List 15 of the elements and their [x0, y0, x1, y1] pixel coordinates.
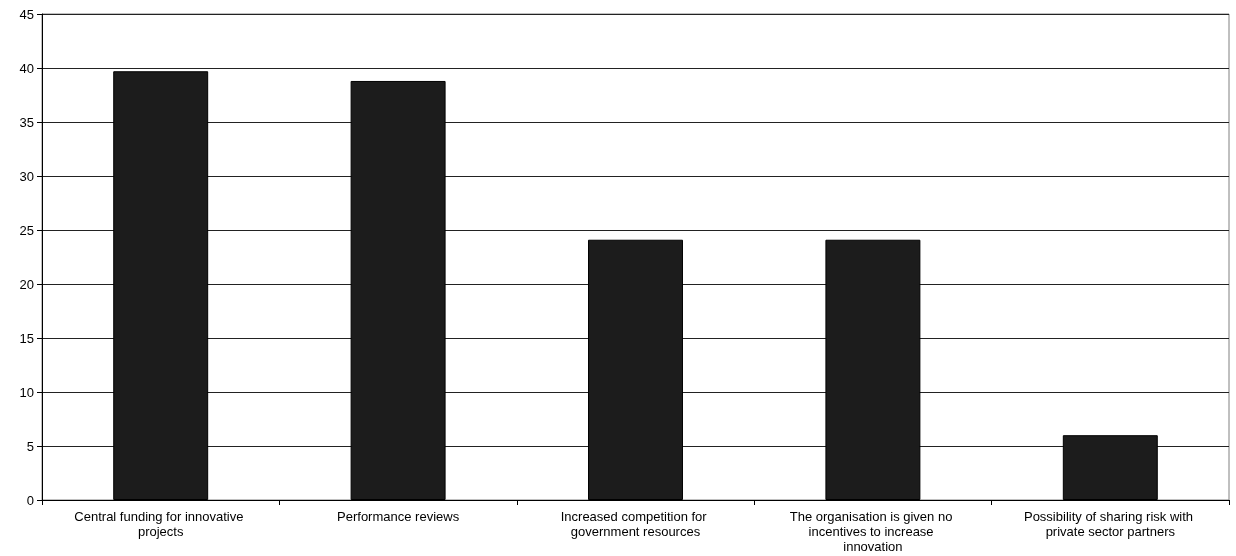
x-tick-label: Central funding for innovative projects: [74, 509, 248, 539]
y-tick-label: 5: [26, 438, 34, 454]
x-tick-label: Increased competition for government resources: [560, 509, 711, 539]
y-tick-label: 45: [19, 6, 34, 22]
x-tick-label: Performance reviews: [337, 509, 460, 524]
y-tick-label: 15: [19, 330, 34, 346]
y-tick-label: 10: [19, 384, 34, 400]
y-tick-label: 30: [19, 168, 34, 184]
x-tick-label: The organisation is given no incentives to increase innovation: [789, 509, 957, 554]
y-tick-label: 0: [26, 492, 34, 508]
y-tick-label: 25: [19, 222, 34, 238]
x-tick-label: Possibility of sharing risk with private sector partners: [1023, 509, 1197, 539]
y-tick-label: 20: [19, 276, 34, 292]
y-tick-label: 40: [19, 60, 34, 76]
y-tick-label: 35: [19, 114, 34, 130]
